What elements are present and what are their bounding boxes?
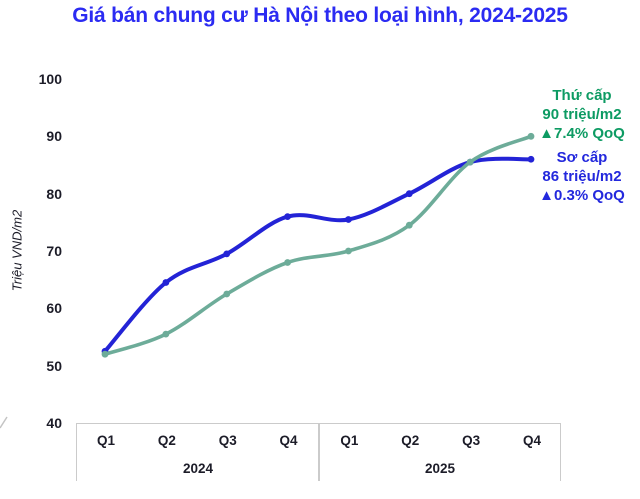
year-label: 2024 <box>182 461 214 476</box>
y-tick-label: 100 <box>38 71 62 87</box>
annotation-secondary-change: ▲7.4% QoQ <box>539 125 625 142</box>
data-point-marker <box>527 155 535 163</box>
year-label: 2025 <box>424 461 456 476</box>
data-point-marker <box>466 158 474 166</box>
data-point-marker <box>223 290 231 298</box>
y-tick-label: 80 <box>46 185 62 202</box>
annotation-secondary-value: 90 triệu/m2 <box>542 106 622 123</box>
x-quarter-label: Q1 <box>96 433 115 448</box>
data-point-marker <box>405 190 413 198</box>
data-point-marker <box>284 213 291 221</box>
series-line-thu-cap <box>103 134 533 356</box>
x-quarter-label: Q3 <box>462 433 481 448</box>
y-tick-label: 60 <box>46 300 62 317</box>
annotation-primary: Sơ cấp 86 triệu/m2 ▲0.3% QoQ <box>527 148 637 205</box>
x-quarter-label: Q4 <box>522 433 541 448</box>
x-quarter-label: Q2 <box>401 433 420 448</box>
data-point-marker <box>284 259 291 266</box>
data-point-marker <box>162 330 170 338</box>
y-tick-label: 50 <box>46 357 62 374</box>
data-point-marker <box>345 216 352 223</box>
chart-title: Giá bán chung cư Hà Nội theo loại hình, … <box>72 4 568 27</box>
annotation-primary-name: Sơ cấp <box>556 149 608 166</box>
annotation-primary-change: ▲0.3% QoQ <box>539 187 625 204</box>
annotation-secondary-name: Thứ cấp <box>552 87 612 104</box>
y-tick-label: 70 <box>46 243 62 259</box>
y-tick-label: 40 <box>46 415 62 431</box>
x-quarter-label: Q2 <box>157 433 176 448</box>
data-point-marker <box>162 279 170 286</box>
data-point-marker <box>345 247 352 255</box>
y-tick-label: 90 <box>46 128 62 145</box>
stray-mark <box>0 416 8 429</box>
annotation-primary-value: 86 triệu/m2 <box>542 168 622 185</box>
x-quarter-label: Q1 <box>340 433 359 448</box>
year-divider <box>318 424 320 481</box>
data-point-marker <box>405 221 413 229</box>
data-point-marker <box>527 132 535 140</box>
data-point-marker <box>101 350 109 358</box>
annotation-secondary: Thứ cấp 90 triệu/m2 ▲7.4% QoQ <box>527 86 637 143</box>
data-point-marker <box>223 250 231 258</box>
x-quarter-label: Q4 <box>279 433 298 448</box>
x-quarter-label: Q3 <box>218 433 237 448</box>
x-axis-table: Q1 Q2 Q3 Q4 Q1 Q2 Q3 Q4 2024 2025 <box>76 423 561 481</box>
